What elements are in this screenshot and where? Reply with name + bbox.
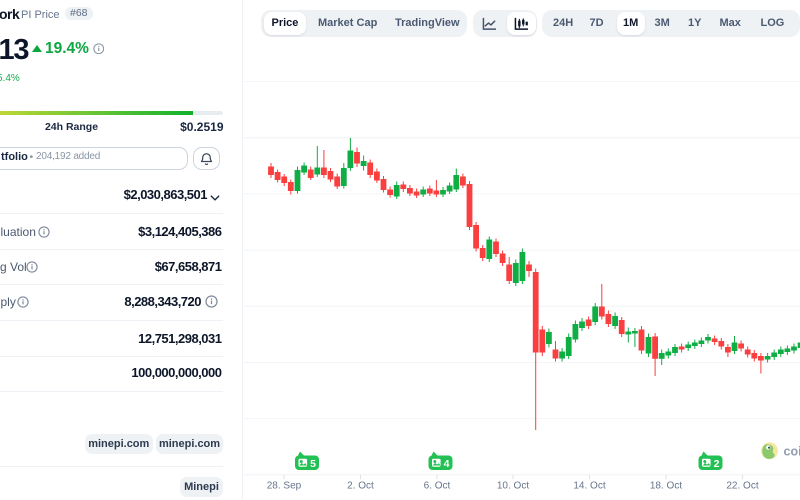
svg-text:2: 2 <box>714 458 720 470</box>
svg-text:14. Oct: 14. Oct <box>573 480 605 491</box>
svg-text:6. Oct: 6. Oct <box>424 480 451 491</box>
svg-text:18. Oct: 18. Oct <box>650 480 682 491</box>
svg-text:coin: coin <box>784 444 800 458</box>
svg-text:5: 5 <box>310 458 316 470</box>
svg-text:22. Oct: 22. Oct <box>726 480 758 491</box>
svg-text:10. Oct: 10. Oct <box>497 480 529 491</box>
svg-text:4: 4 <box>444 458 450 470</box>
svg-text:2. Oct: 2. Oct <box>347 480 374 491</box>
svg-text:28. Sep: 28. Sep <box>267 480 302 491</box>
